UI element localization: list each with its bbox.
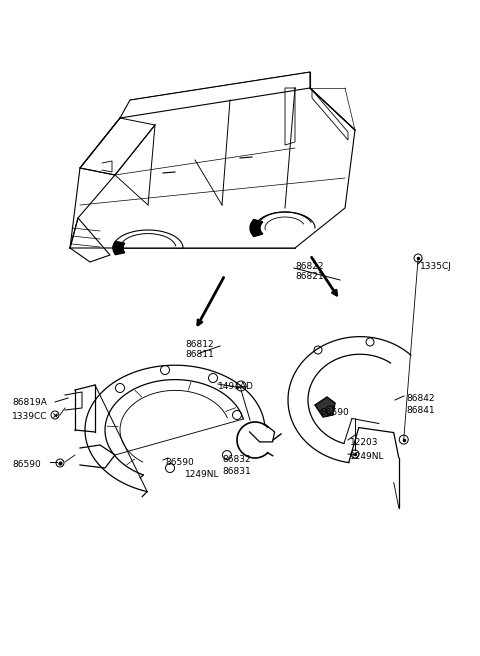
Text: 86841: 86841 (406, 406, 434, 415)
Text: 86812: 86812 (185, 340, 214, 349)
Polygon shape (250, 220, 263, 236)
Text: 86590: 86590 (165, 458, 194, 467)
Text: 86821: 86821 (295, 272, 324, 281)
Polygon shape (315, 397, 335, 417)
Text: 1249NL: 1249NL (185, 470, 219, 479)
Text: 1249NL: 1249NL (350, 452, 384, 461)
Text: 86832: 86832 (222, 455, 251, 464)
Text: 1335CJ: 1335CJ (420, 262, 452, 271)
Text: 1491AD: 1491AD (218, 382, 254, 391)
Text: 1339CC: 1339CC (12, 412, 48, 421)
Text: 86819A: 86819A (12, 398, 47, 407)
Text: 12203: 12203 (350, 438, 379, 447)
Text: 86811: 86811 (185, 350, 214, 359)
Text: 86822: 86822 (295, 262, 324, 271)
Text: 86842: 86842 (406, 394, 434, 403)
Polygon shape (113, 241, 125, 255)
Text: 86590: 86590 (12, 460, 41, 469)
Text: 86831: 86831 (222, 467, 251, 476)
Text: 86590: 86590 (320, 408, 349, 417)
